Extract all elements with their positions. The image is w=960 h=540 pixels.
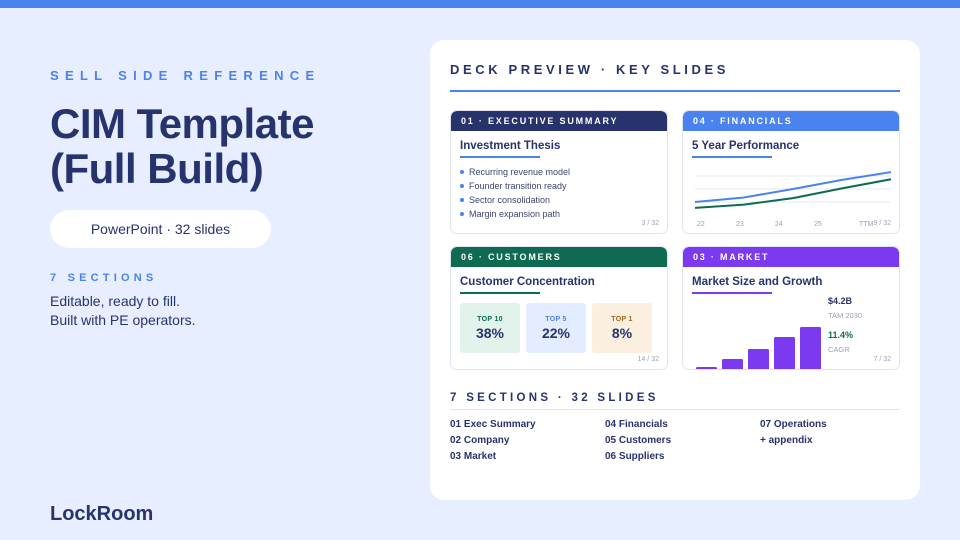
- card-header: 01 · EXECUTIVE SUMMARY: [451, 111, 667, 131]
- slide-card-financials[interactable]: 04 · FINANCIALS 5 Year Performance 22 23 2…: [682, 110, 900, 234]
- card-header: 06 · CUSTOMERS: [451, 247, 667, 267]
- tile-label: TOP 5: [545, 315, 567, 323]
- card-subtitle: Market Size and Growth: [692, 276, 823, 288]
- description-line-1: Editable, ready to fill.: [50, 293, 180, 309]
- performance-line-chart: 22 23 24 25 TTM: [694, 171, 892, 228]
- x-tick-label: 22: [697, 221, 705, 228]
- page-number: 9 / 32: [873, 220, 891, 227]
- x-tick-label: TTM: [859, 221, 874, 228]
- deck-preview-panel: DECK PREVIEW · KEY SLIDES 01 · EXECUTIVE…: [430, 40, 920, 500]
- bullet-dot-icon: [460, 170, 464, 174]
- section-item: 05 Customers: [605, 435, 672, 446]
- market-bar: [722, 359, 743, 369]
- panel-title: DECK PREVIEW · KEY SLIDES: [450, 62, 730, 77]
- series-line-2: [694, 178, 892, 209]
- tile-value: 8%: [611, 324, 633, 341]
- page-title: CIM Template (Full Build): [50, 101, 314, 191]
- slide-card-executive-summary[interactable]: 01 · EXECUTIVE SUMMARY Investment Thesis…: [450, 110, 668, 234]
- concentration-tiles: TOP 10 38% TOP 5 22% TOP 1 8%: [460, 303, 652, 353]
- sections-column-3: 07 Operations + appendix: [760, 417, 827, 449]
- tile-label: TOP 10: [477, 315, 503, 323]
- top-accent-bar: [0, 0, 960, 8]
- market-bar: [696, 367, 717, 369]
- tile-top-1: TOP 1 8%: [592, 303, 652, 353]
- card-subtitle: Customer Concentration: [460, 276, 595, 288]
- x-tick-label: 23: [736, 221, 744, 228]
- tile-top-5: TOP 5 22%: [526, 303, 586, 353]
- tile-value: 38%: [475, 324, 505, 341]
- bullet-dot-icon: [460, 184, 464, 188]
- market-bar: [774, 337, 795, 369]
- tile-value: 22%: [541, 324, 571, 341]
- page-title-line-2: (Full Build): [50, 145, 264, 192]
- section-item: 01 Exec Summary: [450, 419, 536, 430]
- list-item: Margin expansion path: [460, 207, 570, 221]
- sections-column-1: 01 Exec Summary 02 Company 03 Market: [450, 417, 536, 465]
- tam-value: $4.2B: [828, 296, 853, 306]
- x-tick-label: 24: [775, 221, 783, 228]
- description: Editable, ready to fill. Built with PE o…: [50, 292, 196, 330]
- card-header: 04 · FINANCIALS: [683, 111, 899, 131]
- sections-label: 7 SECTIONS: [50, 272, 158, 284]
- slide-card-market[interactable]: 03 · MARKET Market Size and Growth $4.2B…: [682, 246, 900, 370]
- card-subtitle: Investment Thesis: [460, 140, 561, 152]
- eyebrow-label: SELL SIDE REFERENCE: [50, 68, 321, 83]
- card-subtitle: 5 Year Performance: [692, 140, 800, 152]
- cagr-value: 11.4%: [828, 330, 854, 340]
- page-number: 14 / 32: [637, 356, 659, 363]
- page-number: 7 / 32: [873, 356, 891, 363]
- thesis-bullet-list: Recurring revenue model Founder transiti…: [460, 165, 570, 221]
- list-item: Recurring revenue model: [460, 165, 570, 179]
- bullet-dot-icon: [460, 198, 464, 202]
- list-item: Sector consolidation: [460, 193, 570, 207]
- cagr-label: CAGR: [828, 345, 850, 354]
- card-underline: [692, 156, 772, 158]
- x-tick-label: 25: [814, 221, 822, 228]
- format-pill: PowerPoint · 32 slides: [50, 210, 271, 248]
- section-item: 07 Operations: [760, 419, 827, 430]
- page-title-line-1: CIM Template: [50, 100, 314, 147]
- sections-column-2: 04 Financials 05 Customers 06 Suppliers: [605, 417, 671, 465]
- tile-top-10: TOP 10 38%: [460, 303, 520, 353]
- bullet-dot-icon: [460, 212, 464, 216]
- card-underline: [692, 292, 772, 294]
- market-bar: [800, 327, 821, 369]
- section-item: + appendix: [760, 435, 813, 446]
- market-bar: [748, 349, 769, 369]
- section-item: 03 Market: [450, 451, 497, 462]
- description-line-2: Built with PE operators.: [50, 312, 196, 328]
- card-underline: [460, 292, 540, 294]
- section-item: 02 Company: [450, 435, 510, 446]
- section-item: 04 Financials: [605, 419, 668, 430]
- list-item: Founder transition ready: [460, 179, 570, 193]
- panel-divider: [450, 90, 900, 92]
- series-line-1: [694, 171, 892, 203]
- card-underline: [460, 156, 540, 158]
- tile-label: TOP 1: [611, 315, 633, 323]
- brand-logo[interactable]: LockRoom: [50, 503, 154, 525]
- sections-title: 7 SECTIONS · 32 SLIDES: [450, 392, 659, 404]
- market-bar-chart: [696, 327, 821, 369]
- tam-label: TAM 2030: [828, 311, 863, 320]
- card-header: 03 · MARKET: [683, 247, 899, 267]
- page-number: 3 / 32: [641, 220, 659, 227]
- slide-card-customers[interactable]: 06 · CUSTOMERS Customer Concentration TO…: [450, 246, 668, 370]
- section-item: 06 Suppliers: [605, 451, 665, 462]
- sections-divider: [450, 409, 900, 410]
